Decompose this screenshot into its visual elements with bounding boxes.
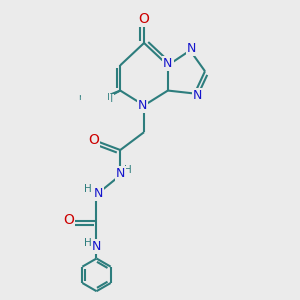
Text: O: O (63, 213, 74, 227)
Text: N: N (116, 167, 125, 180)
Text: methyl: methyl (80, 95, 110, 104)
Text: methyl: methyl (78, 94, 110, 103)
Text: O: O (139, 12, 149, 26)
Text: H: H (84, 184, 92, 194)
Text: N: N (93, 187, 103, 200)
Text: N: N (163, 57, 172, 70)
Text: methyl: methyl (80, 94, 114, 104)
Text: H: H (84, 238, 92, 248)
Text: N: N (187, 42, 196, 56)
Text: N: N (193, 88, 202, 101)
Text: N: N (138, 99, 147, 112)
Text: N: N (92, 240, 101, 253)
Text: O: O (88, 133, 99, 147)
Text: H: H (124, 165, 132, 175)
